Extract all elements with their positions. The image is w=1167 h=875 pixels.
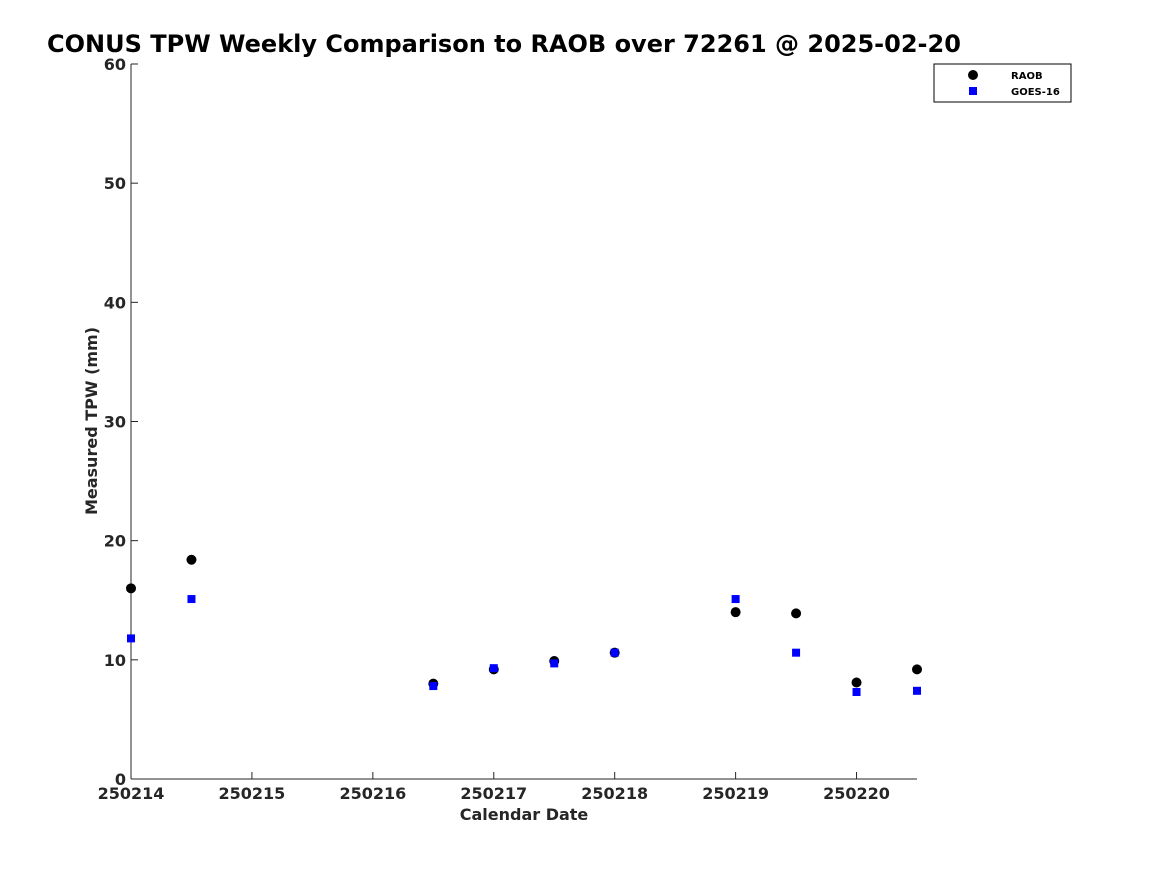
x-axis-ticks: 250214 250215 250216 250217 250218 250219 2502… [98, 772, 890, 803]
y-axis-label: Measured TPW (mm) [82, 327, 101, 515]
raob-point [186, 554, 197, 565]
y-tick-label: 30 [104, 413, 126, 432]
chart-title: CONUS TPW Weekly Comparison to RAOB over… [47, 30, 961, 58]
goes16-point [489, 664, 498, 673]
x-tick-label: 250220 [823, 784, 890, 803]
goes16-point [852, 688, 861, 697]
goes16-point [187, 595, 196, 604]
x-tick-label: 250218 [581, 784, 648, 803]
goes16-point [127, 634, 135, 643]
legend-label: RAOB [1011, 71, 1043, 82]
goes16-point [792, 648, 801, 657]
goes16-point [429, 682, 438, 691]
y-tick-label: 50 [104, 174, 126, 193]
legend-marker-raob [968, 70, 978, 80]
legend: RAOB GOES-16 [933, 63, 1072, 103]
y-axis-ticks: 0 10 20 30 40 50 60 [104, 55, 138, 789]
goes16-point [550, 659, 559, 668]
x-tick-label: 250217 [460, 784, 527, 803]
raob-point [730, 607, 741, 618]
legend-box [933, 63, 1072, 103]
y-tick-label: 40 [104, 293, 126, 312]
y-tick-label: 0 [115, 770, 126, 789]
raob-point [912, 664, 922, 675]
x-tick-label: 250216 [339, 784, 406, 803]
raob-point [126, 583, 136, 594]
x-axis-label: Calendar Date [460, 805, 589, 824]
data-points [126, 554, 922, 697]
legend-marker-goes16 [969, 87, 977, 95]
y-tick-label: 10 [104, 651, 126, 670]
raob-point [851, 677, 862, 688]
y-tick-label: 60 [104, 55, 126, 74]
plot-axes [130, 64, 917, 780]
goes16-point [610, 648, 619, 657]
goes16-point [913, 686, 921, 695]
y-tick-label: 20 [104, 532, 126, 551]
raob-point [791, 608, 802, 619]
x-tick-label: 250214 [98, 784, 165, 803]
x-tick-label: 250219 [702, 784, 769, 803]
goes16-point [731, 595, 740, 604]
legend-label: GOES-16 [1011, 87, 1060, 98]
x-tick-label: 250215 [219, 784, 286, 803]
